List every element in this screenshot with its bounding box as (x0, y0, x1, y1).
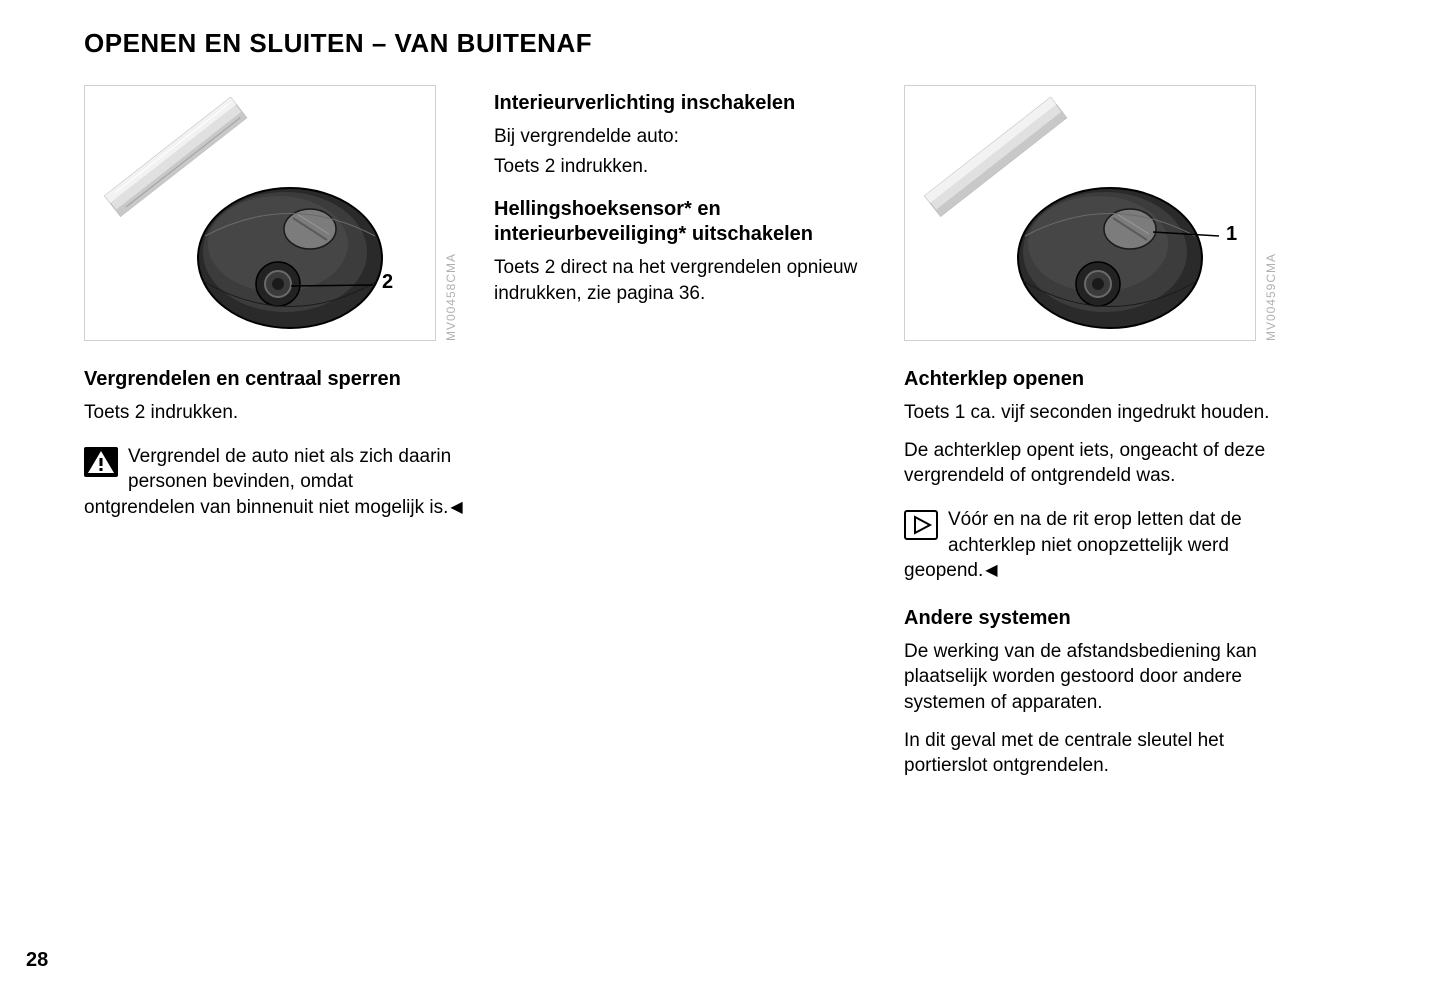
column-2: Interieurverlichting inschakelen Bij ver… (494, 85, 874, 791)
column-3: 1 MV00459CMA Achterklep openen Toets 1 c… (904, 85, 1284, 791)
figure-key-button-2: 2 MV00458CMA (84, 85, 444, 343)
figure-code-right: MV00459CMA (1264, 253, 1278, 341)
text-col3-p1: Toets 1 ca. vijf seconden ingedrukt houd… (904, 400, 1284, 426)
key-illustration-1 (905, 86, 1257, 342)
callout-1-label: 1 (1226, 223, 1237, 246)
info-note: Vóór en na de rit erop letten dat de ach… (904, 507, 1284, 584)
column-1: 2 MV00458CMA Vergrendelen en centraal sp… (84, 85, 464, 791)
heading-tailgate: Achterklep openen (904, 367, 1284, 392)
text-col2-p3: Toets 2 direct na het vergrendelen opnie… (494, 255, 874, 306)
content-columns: 2 MV00458CMA Vergrendelen en centraal sp… (84, 85, 1385, 791)
text-lock-central: Toets 2 indrukken. (84, 400, 464, 426)
callout-2-label: 2 (382, 271, 393, 294)
heading-interior-light: Interieurverlichting inschakelen (494, 91, 874, 116)
heading-other-systems: Andere systemen (904, 606, 1284, 631)
page-title: OPENEN EN SLUITEN – VAN BUITENAF (84, 28, 1385, 59)
figure-frame-right (904, 85, 1256, 341)
figure-key-button-1: 1 MV00459CMA (904, 85, 1264, 343)
warning-icon (84, 447, 118, 477)
page-number: 28 (26, 949, 48, 972)
manual-page: OPENEN EN SLUITEN – VAN BUITENAF (0, 0, 1445, 998)
warning-note: Vergrendel de auto niet als zich daarin … (84, 444, 464, 521)
warning-text: Vergrendel de auto niet als zich daarin … (84, 446, 451, 518)
figure-code-left: MV00458CMA (444, 253, 458, 341)
info-icon (904, 510, 938, 540)
text-col3-p3: De werking van de afstandsbediening kan … (904, 639, 1284, 716)
end-mark-icon: ◀ (985, 560, 997, 582)
text-col2-p2: Toets 2 indrukken. (494, 154, 874, 180)
heading-tilt-sensor: Hellingshoeksensor* en interieurbeveilig… (494, 197, 874, 247)
text-col3-p4: In dit geval met de centrale sleutel het… (904, 728, 1284, 779)
text-col2-p1: Bij vergrendelde auto: (494, 124, 874, 150)
figure-frame (84, 85, 436, 341)
heading-lock-central: Vergrendelen en centraal sperren (84, 367, 464, 392)
info-text: Vóór en na de rit erop letten dat de ach… (904, 509, 1242, 581)
text-col3-p2: De achterklep opent iets, ongeacht of de… (904, 438, 1284, 489)
key-illustration-2 (85, 86, 437, 342)
end-mark-icon: ◀ (450, 497, 462, 519)
